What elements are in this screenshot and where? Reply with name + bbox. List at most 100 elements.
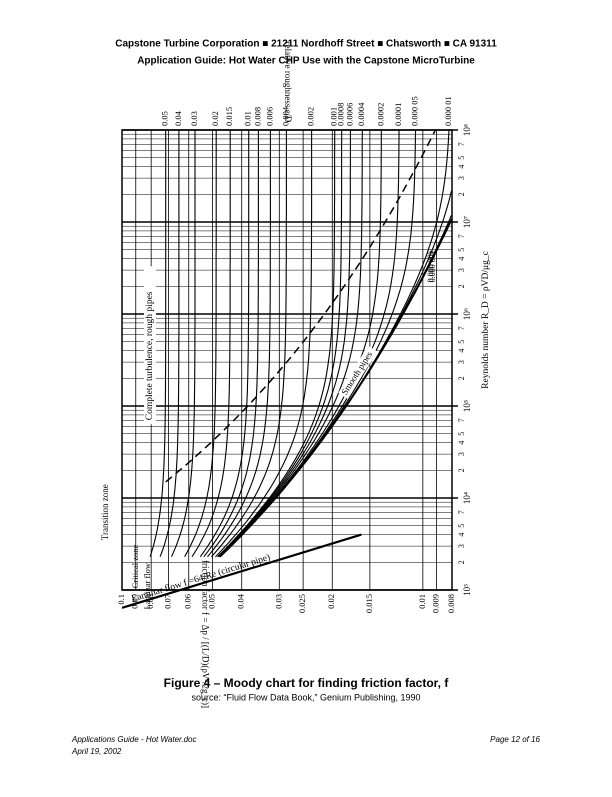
minor-tick-label: 5	[457, 340, 466, 344]
y-tick-label: 0.01	[417, 594, 427, 609]
minor-tick-label: 3	[457, 544, 466, 548]
roughness-label: 0.008	[252, 107, 262, 126]
roughness-curve	[203, 130, 259, 558]
smooth-curve	[219, 218, 453, 558]
roughness-curve	[191, 130, 231, 558]
x-tick-label: 10⁴	[462, 492, 472, 504]
roughness-label: 0.03	[189, 111, 199, 126]
laminar-line	[121, 533, 362, 609]
x-axis-title: Reynolds number R_D = ρVD/μg_c	[481, 251, 491, 389]
y-tick-label: 0.03	[273, 594, 283, 609]
minor-tick-label: 4	[457, 165, 466, 169]
x-tick-label: 10⁶	[462, 308, 472, 320]
y-tick-label: 0.08	[145, 594, 155, 609]
y-tick-label: 0.008	[446, 594, 456, 613]
roughness-label: 0.0001	[393, 103, 403, 126]
minor-tick-label: 2	[457, 376, 466, 380]
caption-source: source: “Fluid Flow Data Book,” Genium P…	[191, 692, 420, 702]
roughness-curve	[217, 130, 343, 558]
roughness-label: 0.000 05	[409, 96, 419, 126]
roughness-label: 0.002	[306, 107, 316, 126]
roughness-label: 0.01	[243, 111, 253, 126]
y-tick-label: 0.1	[116, 594, 126, 605]
minor-tick-label: 4	[457, 533, 466, 537]
y-tick-label: 0.04	[236, 593, 246, 609]
footer-date: April 19, 2002	[71, 747, 122, 756]
minor-tick-label: 2	[457, 284, 466, 288]
roughness-label: 0.0006	[344, 103, 354, 126]
turbulence-boundary	[165, 130, 436, 483]
roughness-label: 0.0004	[356, 102, 366, 126]
y-tick-label: 0.09	[130, 594, 140, 609]
laminar-zone-label: Laminar flow	[142, 562, 152, 609]
critical-label: Critical zone	[130, 544, 140, 588]
rough-label: Complete turbulence, rough pipes	[145, 291, 155, 420]
roughness-curve	[149, 130, 167, 557]
header-line: Application Guide: Hot Water CHP Use wit…	[137, 56, 475, 67]
x-tick-label: 10⁸	[462, 124, 472, 136]
minor-tick-label: 7	[457, 142, 466, 146]
roughness-label: 0.02	[210, 111, 220, 126]
minor-tick-label: 4	[457, 349, 466, 353]
roughness-curve	[184, 130, 217, 557]
y-tick-label: 0.05	[207, 594, 217, 609]
roughness-label: 0.001	[329, 107, 339, 126]
roughness-curve	[170, 130, 196, 557]
x-tick-label: 10³	[462, 584, 472, 596]
x-tick-label: 10⁵	[462, 400, 472, 412]
transition-label: Transition zone	[100, 484, 110, 540]
roughness-curve	[218, 130, 363, 558]
roughness-label: 0.006	[264, 107, 274, 126]
minor-tick-label: 2	[457, 560, 466, 564]
x-tick-label: 10⁷	[462, 216, 472, 228]
roughness-label: 0.004	[280, 106, 290, 126]
roughness-label: 0.000 01	[443, 96, 453, 126]
minor-tick-label: 7	[457, 510, 466, 514]
roughness-label: 0.015	[224, 107, 234, 126]
y-axis-title: friction factor f = Δp / [(L/D)(ρV²/2g_c…	[200, 560, 210, 708]
header-line: Capstone Turbine Corporation ■ 21211 Nor…	[115, 39, 497, 50]
y-tick-label: 0.06	[183, 594, 193, 609]
minor-tick-label: 2	[457, 468, 466, 472]
smooth-label-bg	[338, 345, 378, 399]
minor-tick-label: 3	[457, 268, 466, 272]
laminar-label-part: 64	[193, 573, 205, 585]
roughness-curve	[219, 130, 382, 558]
roughness-axis-title: relative roughness ε/D	[283, 42, 293, 123]
y-tick-label: 0.025	[297, 594, 307, 613]
roughness-curve	[199, 130, 250, 558]
roughness-label: 0.0002	[375, 103, 385, 126]
y-tick-label: 0.02	[326, 594, 336, 609]
minor-tick-label: 5	[457, 248, 466, 252]
y-tick-label: 0.07	[163, 594, 173, 609]
minor-tick-label: 4	[457, 257, 466, 261]
y-tick-label: 0.009	[431, 594, 441, 613]
roughness-curve	[207, 130, 271, 558]
minor-tick-label: 2	[457, 192, 466, 196]
minor-tick-label: 7	[457, 234, 466, 238]
roughness-curve	[218, 130, 351, 558]
roughness-label: 0.04	[173, 110, 183, 126]
moody-chart: 10³ 2 3 4 5 7 10⁴ 2 3 4 5 7 10⁵ 2 3 4 5 7 10⁶ 2 3 4 5 7 10⁷ 2 3 4 5 7…	[100, 42, 491, 708]
minor-tick-label: 4	[457, 441, 466, 445]
roughness-curve	[215, 130, 313, 558]
roughness-label: 0.000 001	[428, 250, 437, 282]
roughness-curve	[159, 130, 180, 557]
minor-tick-label: 5	[457, 156, 466, 160]
y-tick-label: 0.015	[364, 594, 374, 613]
minor-tick-label: 7	[457, 326, 466, 330]
minor-tick-label: 5	[457, 524, 466, 528]
footer-page: Page 12 of 16	[490, 735, 540, 744]
roughness-label: 0.0008	[336, 103, 346, 126]
roughness-curve	[210, 130, 287, 558]
rough-label-bg	[144, 266, 156, 425]
roughness-label: 0.000 005	[426, 250, 435, 282]
minor-tick-label: 7	[457, 418, 466, 422]
minor-tick-label: 5	[457, 432, 466, 436]
caption-title: Figure 4 – Moody chart for finding frict…	[164, 676, 450, 690]
roughness-curve	[217, 130, 336, 558]
minor-tick-label: 3	[457, 452, 466, 456]
roughness-label: 0.05	[160, 111, 170, 126]
